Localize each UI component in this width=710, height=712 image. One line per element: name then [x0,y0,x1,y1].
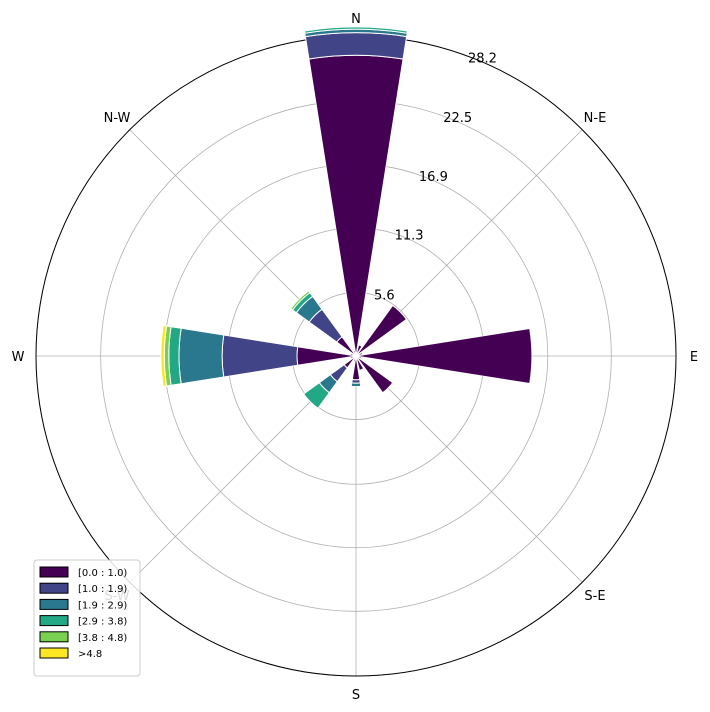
bar-n-bin-3 [303,26,409,34]
direction-label: S [352,688,360,703]
bar-n-w-bin-4 [290,290,311,311]
direction-label: W [12,350,25,365]
bar-w-bin-2 [178,327,225,385]
radial-tick-label: 5.6 [374,288,395,303]
direction-label: E [690,350,698,365]
bar-s-se-bin-0 [355,355,365,371]
legend-label: [2.9 : 3.8) [78,617,127,628]
radial-tick-label: 16.9 [419,170,448,185]
radial-tick-labels: 5.6 11.3 16.9 22.5 28.2 [374,51,497,303]
radial-tick-label: 28.2 [468,51,497,66]
direction-label: N-E [584,111,607,126]
bar-s-e-bin-0 [355,355,394,394]
bar-n-bin-1 [304,32,408,60]
bar-n-e-bin-0 [355,304,408,357]
legend-label: [3.8 : 4.8) [78,633,127,644]
bar-n-nw-bin-0 [352,349,357,357]
legend-label: [1.0 : 1.9) [78,584,127,595]
legend-swatch [39,566,69,578]
legend-swatch [39,631,69,643]
legend-label: [1.9 : 2.9) [78,600,127,611]
direction-label: N-W [104,111,131,126]
radial-tick-label: 11.3 [395,229,424,244]
legend-swatch [39,582,69,594]
legend-label: [0.0 : 1.0) [78,568,127,579]
bar-w-bin-5 [160,324,168,388]
direction-label: S-E [584,589,605,604]
legend: [0.0 : 1.0) [1.0 : 1.9) [1.9 : 2.9) [2.9 : … [33,559,141,677]
legend-swatch [39,598,69,610]
bar-w-bin-3 [168,326,182,386]
bar-e-ne-bin-0 [355,351,364,357]
legend-label: >4.8 [78,649,102,660]
bar-w-bin-1 [221,334,299,378]
wind-rose-bars [160,26,533,410]
legend-swatch [39,615,69,627]
radial-tick-label: 22.5 [443,111,472,126]
bar-e-bin-0 [355,327,533,385]
bar-s-bin-2 [350,382,362,388]
bar-s-w-bin-3 [302,381,331,410]
legend-swatch [39,647,69,659]
direction-label: N [351,12,361,27]
grid-spoke [355,355,583,583]
